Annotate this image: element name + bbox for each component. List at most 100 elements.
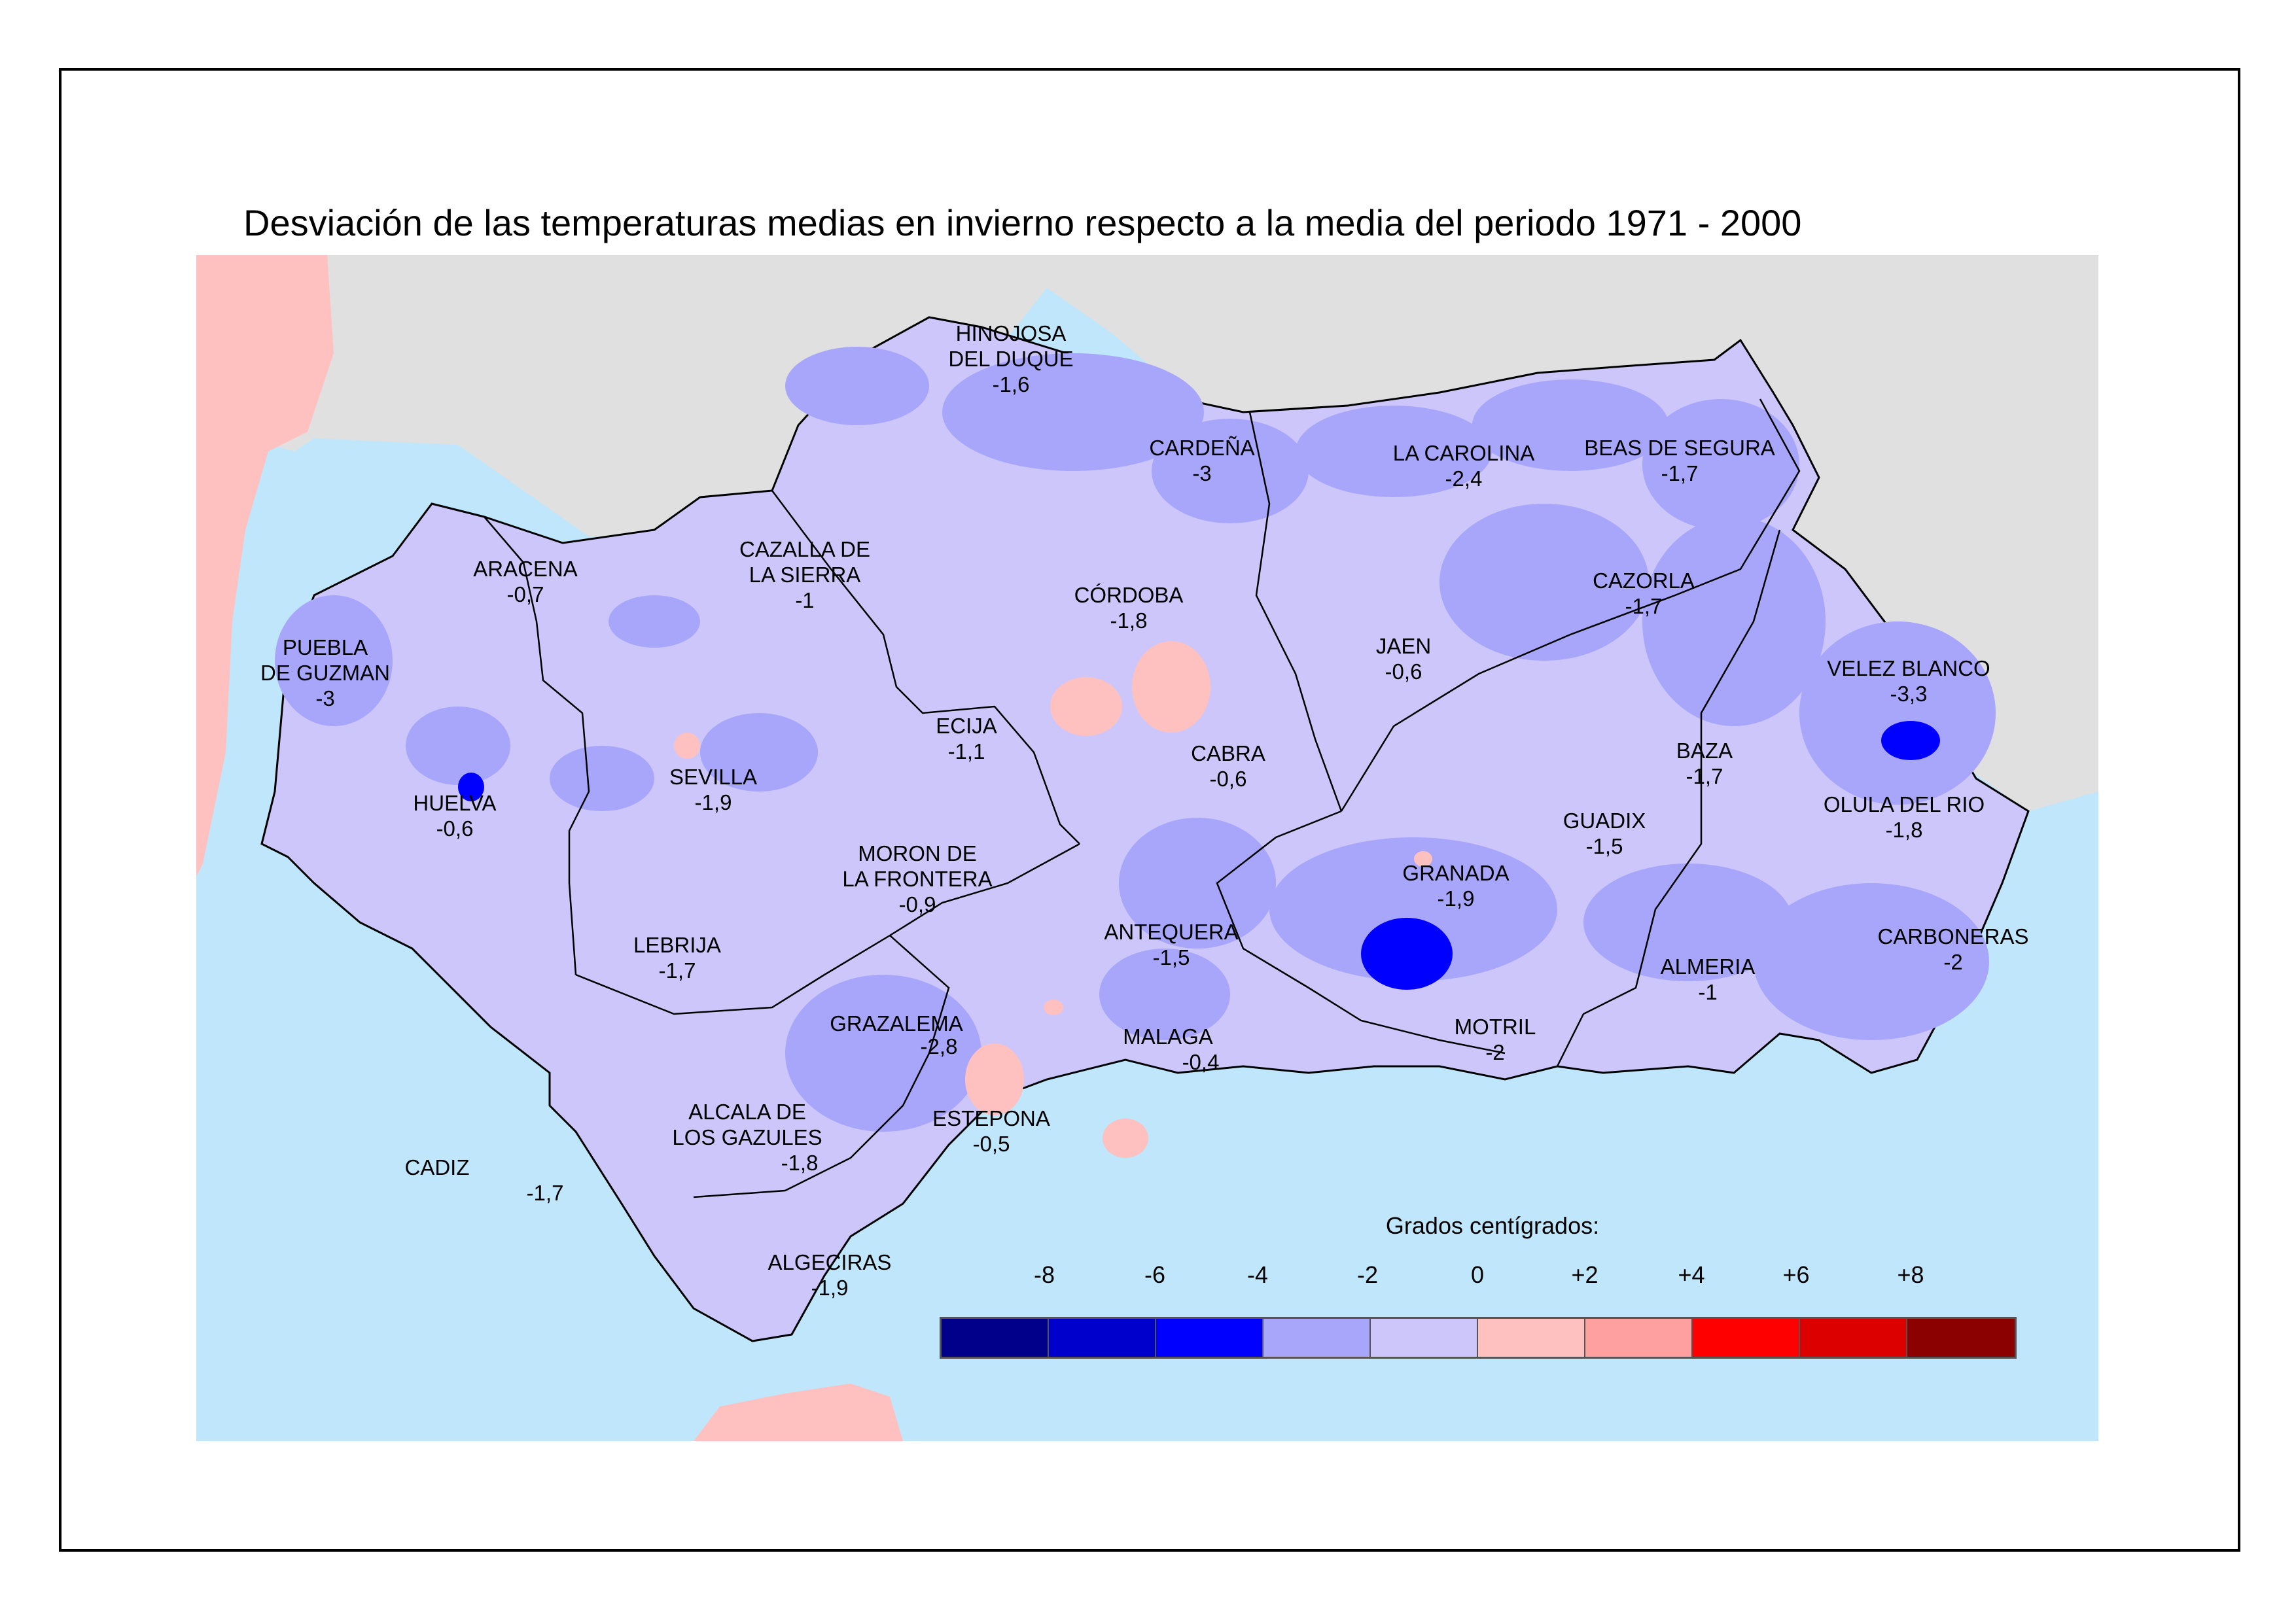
place-value: -1	[795, 588, 815, 612]
place-value: -1	[1698, 980, 1718, 1004]
map-area: HINOJOSA DEL DUQUE -1,6 CARDEÑA -3 LA CA…	[196, 255, 2098, 1441]
place-name: LEBRIJA	[633, 933, 721, 957]
place-name: ALCALA DE LOS GAZULES	[672, 1100, 822, 1149]
place-cazorla: CAZORLA -1,7	[1593, 568, 1695, 619]
place-name: GUADIX	[1563, 809, 1646, 833]
legend-swatch	[1156, 1319, 1263, 1357]
place-name: ARACENA	[473, 557, 578, 581]
province-borders	[484, 398, 1801, 1198]
legend-tick: -2	[1356, 1261, 1379, 1288]
place-value: -2	[1485, 1040, 1505, 1064]
place-value: -1,1	[947, 739, 985, 763]
place-name: CÓRDOBA	[1074, 583, 1184, 607]
place-algeciras: ALGECIRAS -1,9	[768, 1249, 892, 1300]
place-name: OLULA DEL RIO	[1823, 792, 1985, 816]
place-name: CARDEÑA	[1149, 436, 1255, 460]
place-name: CABRA	[1191, 741, 1265, 765]
legend-swatch	[1049, 1319, 1156, 1357]
place-puebla-de-guzman: PUEBLA DE GUZMAN -3	[260, 635, 390, 711]
place-cabra: CABRA -0,6	[1191, 741, 1265, 792]
place-value: -0,9	[898, 892, 936, 916]
place-value: -0,6	[436, 816, 474, 841]
portugal	[196, 255, 334, 877]
place-name: PUEBLA DE GUZMAN	[260, 635, 390, 685]
place-name: MALAGA	[1123, 1024, 1213, 1049]
place-value: -1,7	[1661, 461, 1699, 485]
place-ecija: ECIJA -1,1	[936, 713, 997, 764]
place-huelva: HUELVA -0,6	[413, 790, 496, 841]
legend-tick: -8	[1033, 1261, 1055, 1288]
place-value: -0,6	[1385, 659, 1422, 684]
place-value: -1,8	[781, 1151, 819, 1175]
legend-tick: 0	[1470, 1261, 1485, 1288]
place-beas-de-segura: BEAS DE SEGURA -1,7	[1584, 435, 1775, 486]
place-moron: MORON DE LA FRONTERA -0,9	[842, 841, 992, 917]
place-name: GRANADA	[1402, 861, 1510, 885]
place-name: VELEZ BLANCO	[1827, 656, 1990, 680]
africa-coast	[694, 1384, 903, 1441]
place-granada: GRANADA -1,9	[1402, 860, 1509, 911]
place-hinojosa: HINOJOSA DEL DUQUE -1,6	[948, 321, 1073, 397]
place-carboneras: CARBONERAS -2	[1877, 924, 2028, 975]
place-malaga: MALAGA -0,4	[1117, 1024, 1219, 1075]
place-guadix: GUADIX -1,5	[1563, 808, 1646, 859]
legend-color-scale	[940, 1317, 2017, 1359]
place-name: ESTEPONA	[932, 1106, 1050, 1130]
place-grazalema: GRAZALEMA -2,8	[830, 1011, 963, 1059]
place-name: JAEN	[1375, 634, 1432, 658]
place-value: -2	[1943, 950, 1963, 974]
legend-tick: +4	[1678, 1261, 1705, 1288]
place-value: -0,5	[972, 1132, 1010, 1156]
place-almeria: ALMERIA -1	[1661, 954, 1756, 1005]
place-value: -1,7	[658, 958, 696, 983]
place-cordoba: CÓRDOBA -1,8	[1074, 582, 1184, 633]
place-value: -1,7	[1686, 764, 1723, 788]
legend-swatch	[1800, 1319, 1907, 1357]
legend-swatch	[1478, 1319, 1585, 1357]
place-value: -0,7	[506, 582, 544, 606]
place-name: LA CAROLINA	[1392, 441, 1535, 465]
place-alcala: ALCALA DE LOS GAZULES -1,8	[672, 1099, 822, 1176]
place-olula-del-rio: OLULA DEL RIO -1,8	[1824, 792, 1985, 843]
place-name: CADIZ	[404, 1155, 470, 1179]
place-estepona: ESTEPONA -0,5	[932, 1106, 1050, 1157]
place-name: BEAS DE SEGURA	[1584, 436, 1775, 460]
place-antequera: ANTEQUERA -1,5	[1104, 919, 1238, 970]
place-value: -2,8	[920, 1034, 958, 1058]
place-name: ALGECIRAS	[768, 1250, 892, 1274]
place-value: -2,4	[1445, 466, 1483, 491]
place-velez-blanco: VELEZ BLANCO -3,3	[1827, 655, 1990, 707]
warm-patches	[674, 641, 1432, 1158]
legend-tick: +2	[1571, 1261, 1598, 1288]
legend-tick: +8	[1897, 1261, 1924, 1288]
legend-title: Grados centígrados:	[1385, 1212, 1600, 1239]
place-value: -1,8	[1110, 608, 1148, 633]
place-name: BAZA	[1676, 739, 1733, 763]
place-name: HINOJOSA DEL DUQUE	[948, 321, 1074, 371]
place-value: -1,5	[1585, 834, 1623, 858]
legend-swatch	[1585, 1319, 1693, 1357]
place-value: -1,6	[992, 372, 1030, 396]
cool-patches	[275, 347, 1996, 1132]
place-name: SEVILLA	[669, 765, 757, 789]
page-frame	[59, 68, 2240, 1552]
legend-swatch	[1263, 1319, 1371, 1357]
legend-tick: -4	[1246, 1261, 1269, 1288]
place-name: ALMERIA	[1660, 954, 1756, 979]
place-name: HUELVA	[413, 791, 497, 815]
place-value: -1,5	[1152, 945, 1190, 969]
place-name: CAZORLA	[1593, 568, 1695, 593]
place-baza: BAZA -1,7	[1676, 738, 1733, 789]
place-name: MORON DE LA FRONTERA	[842, 841, 993, 891]
legend-swatch	[1907, 1319, 2015, 1357]
place-motril: MOTRIL -2	[1455, 1014, 1536, 1065]
place-lebrija: LEBRIJA -1,7	[633, 932, 721, 983]
place-value: -1,7	[1625, 594, 1663, 618]
cold-spots	[458, 721, 1940, 990]
place-name: ECIJA	[936, 714, 997, 738]
place-name: ANTEQUERA	[1104, 920, 1239, 944]
place-cardena: CARDEÑA -3	[1149, 435, 1254, 486]
legend-tick: +6	[1782, 1261, 1810, 1288]
place-name: GRAZALEMA	[830, 1011, 963, 1036]
place-la-carolina: LA CAROLINA -2,4	[1393, 440, 1534, 491]
